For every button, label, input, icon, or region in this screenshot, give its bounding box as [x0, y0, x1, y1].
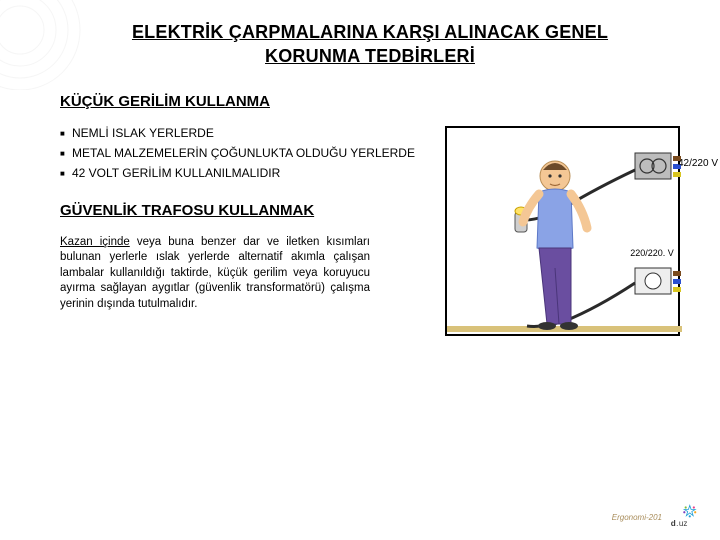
- bullet-item: 42 VOLT GERİLİM KULLANILMALIDIR: [60, 166, 435, 180]
- figure-svg: 220/220. V: [447, 128, 682, 338]
- bullet-list: NEMLİ ISLAK YERLERDE METAL MALZEMELERİN …: [60, 126, 435, 180]
- outlet-icon: [635, 268, 681, 294]
- slide: ELEKTRİK ÇARPMALARINA KARŞI ALINACAK GEN…: [0, 0, 720, 540]
- person-icon: [523, 161, 587, 330]
- paragraph-lead: Kazan içinde: [60, 236, 130, 248]
- text-column: NEMLİ ISLAK YERLERDE METAL MALZEMELERİN …: [60, 126, 435, 336]
- svg-text:d: d: [671, 519, 676, 528]
- safety-figure: 42/220 V: [445, 126, 680, 336]
- figure-voltage-label: 42/220 V: [678, 158, 718, 169]
- logo-icon: d . uz: [668, 504, 702, 530]
- page-title: ELEKTRİK ÇARPMALARINA KARŞI ALINACAK GEN…: [60, 20, 680, 69]
- title-line-2: KORUNMA TEDBİRLERİ: [265, 46, 475, 66]
- title-line-1: ELEKTRİK ÇARPMALARINA KARŞI ALINACAK GEN…: [132, 22, 608, 42]
- figure-column: 42/220 V: [445, 126, 680, 336]
- outlet-label: 220/220. V: [630, 248, 674, 258]
- footnote-text: Ergonomi-201: [612, 513, 662, 522]
- bullet-item: METAL MALZEMELERİN ÇOĞUNLUKTA OLDUĞU YER…: [60, 146, 435, 160]
- section-2-heading: GÜVENLİK TRAFOSU KULLANMAK: [60, 202, 435, 219]
- safety-paragraph: Kazan içinde veya buna benzer dar ve ile…: [60, 235, 370, 313]
- transformer-icon: [635, 153, 681, 179]
- bullet-item: NEMLİ ISLAK YERLERDE: [60, 126, 435, 140]
- content-row: NEMLİ ISLAK YERLERDE METAL MALZEMELERİN …: [60, 126, 680, 336]
- footer: Ergonomi-201 d . uz: [612, 504, 702, 530]
- svg-text:uz: uz: [679, 519, 688, 528]
- svg-text:.: .: [676, 519, 678, 528]
- section-1-heading: KÜÇÜK GERİLİM KULLANMA: [60, 93, 680, 110]
